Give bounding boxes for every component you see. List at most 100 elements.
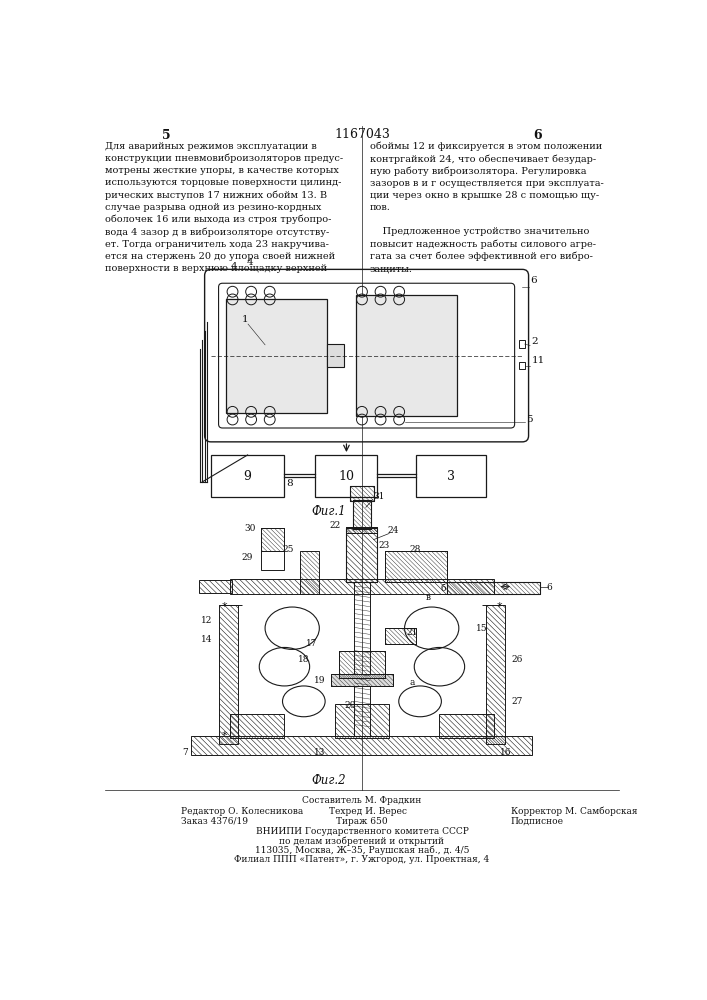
Bar [300,551,320,594]
Text: 23: 23 [378,541,390,550]
Text: 20: 20 [344,701,356,710]
Bar [230,714,284,738]
Text: Фиг.2: Фиг.2 [311,774,346,788]
Bar [448,582,540,594]
Text: в: в [426,593,431,602]
Text: 22: 22 [329,521,341,530]
Text: 30: 30 [244,524,255,533]
Bar [199,580,232,593]
Bar [353,500,371,529]
Text: Заказ 4376/19: Заказ 4376/19 [182,817,248,826]
Bar [518,362,525,369]
Text: Редактор О. Колесникова: Редактор О. Колесникова [182,807,303,816]
Text: 12: 12 [201,616,213,625]
Text: 9: 9 [244,470,252,483]
Bar [346,528,378,582]
Bar [353,500,371,529]
Bar [346,527,378,533]
Text: 17: 17 [306,639,317,648]
Bar [331,674,393,686]
Bar [385,628,416,644]
Text: 21: 21 [407,628,418,637]
Bar [349,486,374,501]
Text: 6: 6 [534,129,542,142]
Bar [440,714,493,738]
Bar [346,527,378,533]
Text: 24: 24 [387,526,399,535]
Text: Составитель М. Фрадкин: Составитель М. Фрадкин [303,796,421,805]
Bar [385,551,448,582]
Bar [339,651,385,678]
Text: Подписное: Подписное [510,817,563,826]
Bar [385,551,448,582]
Bar [261,528,284,551]
Bar [300,551,320,594]
Bar [327,344,344,367]
Bar [261,528,284,551]
Bar [346,528,378,582]
Text: 7: 7 [182,748,188,757]
Text: Тираж 650: Тираж 650 [336,817,387,826]
Text: Фиг.1: Фиг.1 [311,505,346,518]
Bar [353,500,371,529]
Text: 4: 4 [246,258,253,267]
Bar [349,486,374,501]
Bar [211,455,284,497]
Text: 28: 28 [409,545,421,554]
Bar [486,605,506,744]
Text: б: б [440,584,446,593]
Bar [349,486,374,501]
Bar [356,295,457,416]
Text: 11: 11 [532,356,545,365]
Text: 26: 26 [511,654,522,664]
Text: 1167043: 1167043 [334,128,390,141]
Text: 5: 5 [526,415,533,424]
Text: 113035, Москва, Ж–35, Раушская наб., д. 4/5: 113035, Москва, Ж–35, Раушская наб., д. … [255,845,469,855]
Text: 10: 10 [339,470,354,483]
Bar [385,551,448,582]
Bar [448,582,540,594]
Bar [230,579,493,594]
Text: 13: 13 [314,748,325,757]
Text: 29: 29 [242,553,253,562]
Bar [335,704,389,738]
Bar [339,651,385,678]
Text: 2: 2 [532,337,538,346]
Bar [230,714,284,738]
Text: *: * [221,602,227,612]
Text: по делам изобретений и открытий: по делам изобретений и открытий [279,836,445,846]
Bar [192,736,532,755]
Text: 1: 1 [242,315,248,324]
Text: 4: 4 [230,262,238,271]
Text: 5: 5 [162,129,170,142]
Text: 18: 18 [298,654,310,664]
Text: 25: 25 [283,545,294,554]
Bar [261,551,284,570]
Text: 8: 8 [286,479,293,488]
Bar [226,299,327,413]
Text: 15: 15 [477,624,488,633]
Text: 14: 14 [201,635,213,644]
Bar [354,582,370,736]
Bar [346,528,378,582]
Text: 6: 6 [530,276,537,285]
Text: Филиал ППП «Патент», г. Ужгород, ул. Проектная, 4: Филиал ППП «Патент», г. Ужгород, ул. Про… [234,855,489,864]
Text: 31: 31 [373,492,385,501]
Bar [199,580,232,593]
Text: 19: 19 [314,676,325,685]
Text: 6: 6 [547,583,552,592]
Text: Для аварийных режимов эксплуатации в
конструкции пневмовиброизоляторов предус-
м: Для аварийных режимов эксплуатации в кон… [105,142,344,273]
Bar [230,579,493,594]
Text: 16: 16 [500,748,511,757]
Bar [518,340,525,348]
Bar [331,674,393,686]
Bar [486,605,506,744]
Bar [335,704,389,738]
Bar [385,628,416,644]
Text: а: а [409,678,415,687]
Text: Корректор М. Самборская: Корректор М. Самборская [510,807,637,816]
Text: 27: 27 [511,697,522,706]
Text: ВНИИПИ Государственного комитета СССР: ВНИИПИ Государственного комитета СССР [255,827,469,836]
Text: *: * [221,731,227,741]
Bar [440,714,493,738]
